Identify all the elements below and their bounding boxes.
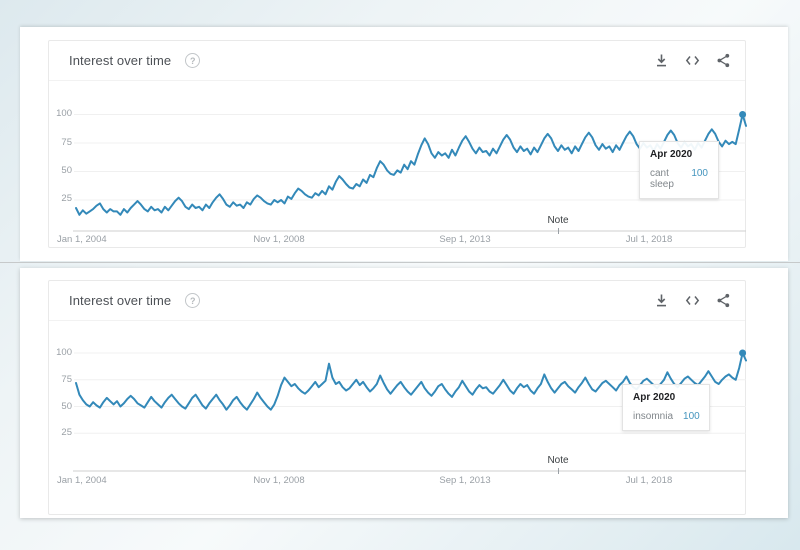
y-axis-tick: 100 xyxy=(56,347,72,358)
chart-tooltip: Apr 2020 insomnia 100 xyxy=(622,384,710,431)
tooltip-date: Apr 2020 xyxy=(633,392,676,403)
x-axis-tick: Jul 1, 2018 xyxy=(625,475,673,486)
chart-area-cant-sleep: 100 75 50 25 Jan 1, 2004 Nov 1, 2008 Sep… xyxy=(49,81,747,249)
screenshot-card-insomnia: Interest over time ? 100 75 xyxy=(20,268,788,518)
x-axis-tick: Nov 1, 2008 xyxy=(253,234,305,245)
tooltip-value: 100 xyxy=(691,168,708,179)
chart-area-insomnia: 100 75 50 25 Jan 1, 2004 Nov 1, 2008 Sep… xyxy=(49,321,747,516)
widget-title: Interest over time xyxy=(69,53,172,68)
widget-toolbar xyxy=(654,293,731,308)
screenshot-card-cant-sleep: Interest over time ? 100 75 xyxy=(20,27,788,261)
tooltip-term: insomnia xyxy=(633,411,674,422)
x-axis-tick: Jul 1, 2018 xyxy=(625,234,673,245)
widget-toolbar xyxy=(654,53,731,68)
share-icon[interactable] xyxy=(716,293,731,308)
widget-header: Interest over time ? xyxy=(49,281,745,321)
y-axis-tick: 75 xyxy=(61,374,72,385)
x-axis-tick: Jan 1, 2004 xyxy=(57,475,107,486)
timeline-note-tick xyxy=(558,228,559,234)
y-axis-tick: 50 xyxy=(61,165,72,176)
tooltip-value: 100 xyxy=(683,411,700,422)
embed-icon[interactable] xyxy=(685,53,700,68)
y-axis-tick: 100 xyxy=(56,108,72,119)
trends-widget-cant-sleep: Interest over time ? 100 75 xyxy=(48,40,747,249)
widget-title: Interest over time xyxy=(69,293,172,308)
y-axis-tick: 50 xyxy=(61,401,72,412)
trends-widget-insomnia: Interest over time ? 100 75 xyxy=(48,280,747,516)
y-axis-tick: 25 xyxy=(61,427,72,438)
tooltip-date: Apr 2020 xyxy=(650,149,693,160)
tooltip-term: cant sleep xyxy=(650,168,674,190)
x-axis-tick: Nov 1, 2008 xyxy=(253,475,305,486)
trend-line-chart-cant-sleep[interactable] xyxy=(49,81,747,249)
x-axis-tick: Sep 1, 2013 xyxy=(439,475,491,486)
embed-icon[interactable] xyxy=(685,293,700,308)
chart-tooltip: Apr 2020 cant sleep 100 xyxy=(639,141,719,199)
help-icon[interactable]: ? xyxy=(185,53,201,68)
timeline-note-label[interactable]: Note xyxy=(547,455,569,466)
download-icon[interactable] xyxy=(654,53,669,68)
y-axis-tick: 25 xyxy=(61,193,72,204)
timeline-note-label[interactable]: Note xyxy=(547,215,569,226)
download-icon[interactable] xyxy=(654,293,669,308)
screenshot-divider xyxy=(0,262,800,263)
widget-header: Interest over time ? xyxy=(49,41,745,81)
share-icon[interactable] xyxy=(716,53,731,68)
y-axis-tick: 75 xyxy=(61,137,72,148)
timeline-note-tick xyxy=(558,468,559,474)
x-axis-tick: Sep 1, 2013 xyxy=(439,234,491,245)
x-axis-tick: Jan 1, 2004 xyxy=(57,234,107,245)
help-icon[interactable]: ? xyxy=(185,293,201,308)
